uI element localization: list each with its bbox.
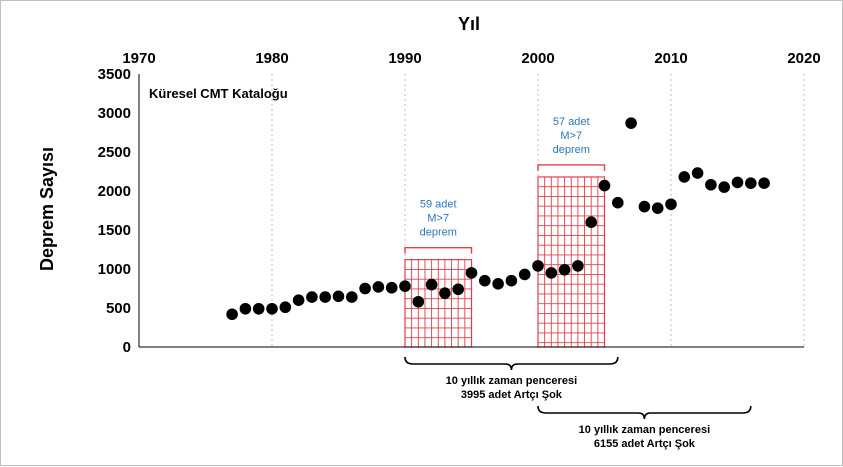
y-axis-title: Deprem Sayısı [37, 147, 57, 271]
data-point [385, 281, 398, 294]
data-point [758, 177, 770, 189]
box-annotation-text: deprem [553, 144, 590, 156]
y-tick-labels: 0 500 1000 1500 2000 2500 3000 3500 [98, 66, 131, 356]
data-point [279, 301, 292, 314]
data-point [665, 198, 677, 211]
x-tick-label: 2010 [654, 50, 687, 67]
data-point [505, 274, 518, 287]
data-point [372, 281, 385, 293]
y-tick-label: 1000 [98, 261, 131, 278]
x-tick-label: 1970 [122, 50, 155, 67]
y-tick-label: 2500 [98, 144, 131, 161]
data-point [691, 167, 704, 179]
box-annotation-text: M>7 [560, 130, 582, 142]
data-point [439, 287, 451, 299]
data-point [572, 260, 584, 272]
data-point [585, 216, 597, 228]
time-window-label: 10 yıllık zaman penceresi [446, 375, 577, 387]
data-point [452, 283, 465, 296]
data-point [558, 263, 571, 276]
data-point [651, 202, 664, 214]
box-annotation-text: 59 adet [420, 199, 457, 211]
data-point [612, 196, 624, 209]
y-tick-label: 2000 [98, 183, 131, 200]
y-tick-label: 1500 [98, 222, 131, 239]
x-tick-label: 2000 [521, 50, 554, 67]
brace-path [537, 405, 752, 420]
data-point [359, 282, 371, 295]
y-tick-label: 3500 [98, 66, 131, 83]
data-point [492, 278, 504, 290]
data-point [718, 181, 730, 193]
data-point [332, 290, 345, 303]
data-point [731, 176, 744, 189]
data-point [705, 178, 717, 191]
data-point [545, 267, 558, 279]
x-tick-label: 1980 [255, 50, 288, 67]
data-point [638, 200, 651, 213]
box-annotation-text: 57 adet [553, 116, 590, 128]
data-point [226, 308, 238, 321]
data-point [479, 274, 491, 287]
time-window-label: 10 yıllık zaman penceresi [579, 424, 710, 436]
data-point [239, 302, 252, 315]
data-point [306, 291, 318, 303]
data-point [252, 302, 265, 315]
time-window-count: 3995 adet Artçı Şok [461, 389, 563, 401]
data-point [465, 267, 478, 279]
data-point [518, 268, 531, 281]
box-bracket [404, 246, 473, 254]
data-points [226, 117, 770, 321]
time-window-brace: 10 yıllık zaman penceresi 6155 adet Artçı… [537, 405, 752, 450]
x-tick-label: 1990 [388, 50, 421, 67]
highlight-boxes [404, 164, 606, 348]
time-window-count: 6155 adet Artçı Şok [594, 438, 696, 450]
data-point [292, 294, 305, 307]
highlight-box [537, 164, 606, 348]
x-axis-title: Yıl [458, 14, 480, 34]
data-point [319, 291, 332, 303]
data-point [625, 117, 637, 129]
time-window-brace: 10 yıllık zaman penceresi 3995 adet Artçı… [404, 356, 619, 401]
data-point [678, 171, 691, 183]
data-point [532, 260, 544, 272]
time-window-braces: 10 yıllık zaman penceresi 3995 adet Artçı… [404, 356, 752, 450]
data-point [745, 177, 757, 189]
data-point [425, 278, 438, 291]
box-annotation-text: deprem [420, 227, 457, 239]
x-tick-labels: 1970 1980 1990 2000 2010 2020 [122, 50, 820, 67]
box-annotation-text: M>7 [427, 213, 449, 225]
data-point [266, 302, 278, 315]
y-tick-label: 3000 [98, 105, 131, 122]
data-point [598, 179, 611, 192]
y-tick-label: 0 [123, 339, 131, 356]
catalog-label: Küresel CMT Kataloğu [149, 86, 288, 101]
y-tick-label: 500 [106, 300, 131, 317]
data-point [346, 291, 358, 303]
box-annotations: 59 adet M>7 deprem 57 adet M>7 deprem [420, 116, 590, 239]
axes [138, 74, 804, 348]
x-tick-label: 2020 [787, 50, 820, 67]
data-point [399, 280, 411, 292]
data-point [412, 295, 425, 308]
box-bracket [537, 164, 606, 171]
brace-path [404, 356, 619, 371]
